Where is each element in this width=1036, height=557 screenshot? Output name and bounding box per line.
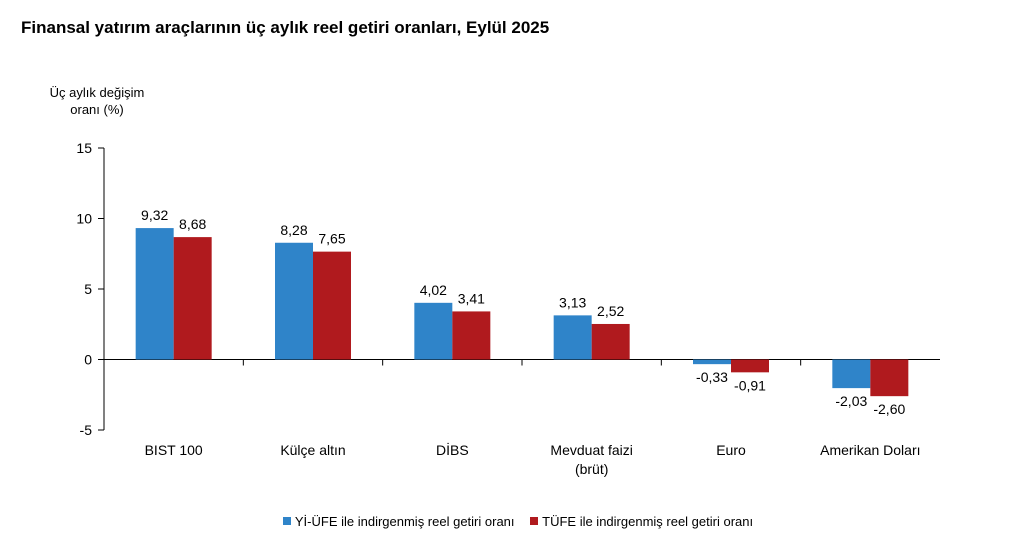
y-tick-label: 10 [76, 211, 92, 227]
x-tick-label: DİBS [436, 441, 469, 458]
y-tick-label: 0 [84, 352, 92, 368]
data-label: -2,60 [873, 401, 905, 417]
x-tick-label: Amerikan Doları [820, 442, 920, 458]
y-axis-label: Üç aylık değişim [50, 85, 145, 100]
chart-legend: Yİ-ÜFE ile indirgenmiş reel getiri oranı… [0, 512, 1036, 529]
bar-series-2 [731, 359, 769, 373]
data-label: -0,33 [696, 369, 728, 385]
x-tick-label: Mevduat faizi [550, 442, 632, 458]
data-label: 2,52 [597, 303, 624, 319]
x-tick-label: (brüt) [575, 461, 608, 477]
y-tick-label: -5 [80, 422, 93, 438]
data-label: 8,28 [280, 222, 307, 238]
legend-label-series-2: TÜFE ile indirgenmiş reel getiri oranı [542, 513, 754, 529]
bar-series-2 [313, 251, 351, 360]
data-label: 7,65 [318, 231, 345, 247]
y-axis-label: oranı (%) [70, 102, 123, 117]
bar-series-1 [414, 302, 453, 360]
data-label: -2,03 [835, 393, 867, 409]
bar-series-1 [135, 228, 174, 360]
bar-series-2 [870, 359, 909, 397]
x-tick-label: Külçe altın [280, 442, 345, 458]
bar-series-2 [591, 323, 630, 360]
bar-series-1 [553, 315, 592, 360]
bar-series-2 [452, 311, 491, 360]
data-label: 4,02 [420, 282, 447, 298]
legend-swatch-series-1 [282, 517, 291, 526]
bar-series-1 [275, 242, 313, 360]
x-tick-label: Euro [716, 442, 746, 458]
bar-chart: Üç aylık değişim oranı (%) 15 10 5 0 -5 9,32 8,6… [50, 85, 940, 477]
legend-item-series-1: Yİ-ÜFE ile indirgenmiş reel getiri oranı [282, 513, 515, 529]
data-label: -0,91 [734, 377, 766, 393]
data-label: 9,32 [141, 207, 168, 223]
data-label: 3,13 [559, 294, 586, 310]
bar-series-1 [693, 359, 731, 365]
x-tick-label: BIST 100 [145, 442, 203, 458]
legend-item-series-2: TÜFE ile indirgenmiş reel getiri oranı [530, 513, 753, 529]
bar-series-2 [173, 237, 212, 360]
y-tick-label: 5 [84, 281, 92, 297]
data-label: 3,41 [458, 290, 485, 306]
bar-series-1 [832, 359, 871, 389]
legend-swatch-series-2 [530, 517, 539, 526]
chart-title: Finansal yatırım araçlarının üç aylık re… [21, 18, 550, 37]
data-label: 8,68 [179, 216, 206, 232]
y-tick-label: 15 [76, 140, 92, 156]
legend-label-series-1: Yİ-ÜFE ile indirgenmiş reel getiri oranı [294, 513, 515, 529]
